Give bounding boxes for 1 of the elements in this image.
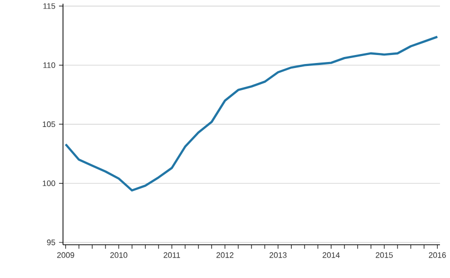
line-series — [64, 36, 438, 192]
